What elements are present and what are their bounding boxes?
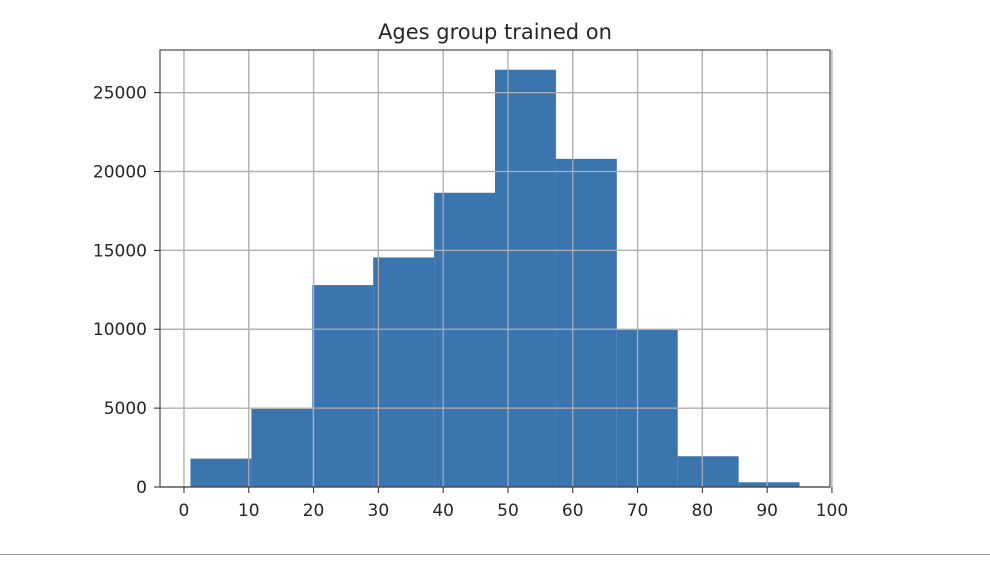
y-tick-label: 10000 — [93, 320, 147, 340]
x-tick-label: 10 — [238, 501, 260, 521]
x-tick-label: 20 — [303, 501, 325, 521]
histogram-bar — [495, 69, 556, 487]
axis-ticks: 0 10 20 30 40 50 60 70 80 90 100 0 5000 10000 15000 200… — [93, 84, 848, 521]
histogram-bar — [555, 158, 617, 487]
x-tick-label: 50 — [497, 501, 519, 521]
chart-title: Ages group trained on — [378, 20, 612, 44]
histogram-bars — [160, 50, 833, 488]
histogram-bar — [251, 408, 313, 487]
y-tick-label: 25000 — [93, 84, 147, 104]
x-tick-label: 80 — [692, 501, 714, 521]
x-tick-label: 70 — [627, 501, 649, 521]
y-tick-label: 0 — [136, 478, 147, 498]
x-tick-label: 40 — [432, 501, 454, 521]
y-tick-label: 15000 — [93, 241, 147, 261]
histogram-bar — [312, 285, 374, 487]
x-tick-label: 90 — [756, 501, 778, 521]
histogram-bar — [677, 456, 739, 487]
plot-area-frame — [159, 49, 831, 488]
y-tick-label: 20000 — [93, 162, 147, 182]
histogram-bar — [738, 482, 800, 487]
histogram-bar — [190, 458, 252, 487]
x-tick-label: 0 — [179, 501, 190, 521]
x-tick-label: 60 — [562, 501, 584, 521]
histogram-bar — [373, 257, 435, 487]
histogram-bar — [434, 192, 495, 488]
y-tick-label: 5000 — [104, 399, 147, 419]
output-divider — [0, 554, 990, 555]
x-tick-label: 100 — [816, 501, 848, 521]
x-tick-label: 30 — [368, 501, 390, 521]
